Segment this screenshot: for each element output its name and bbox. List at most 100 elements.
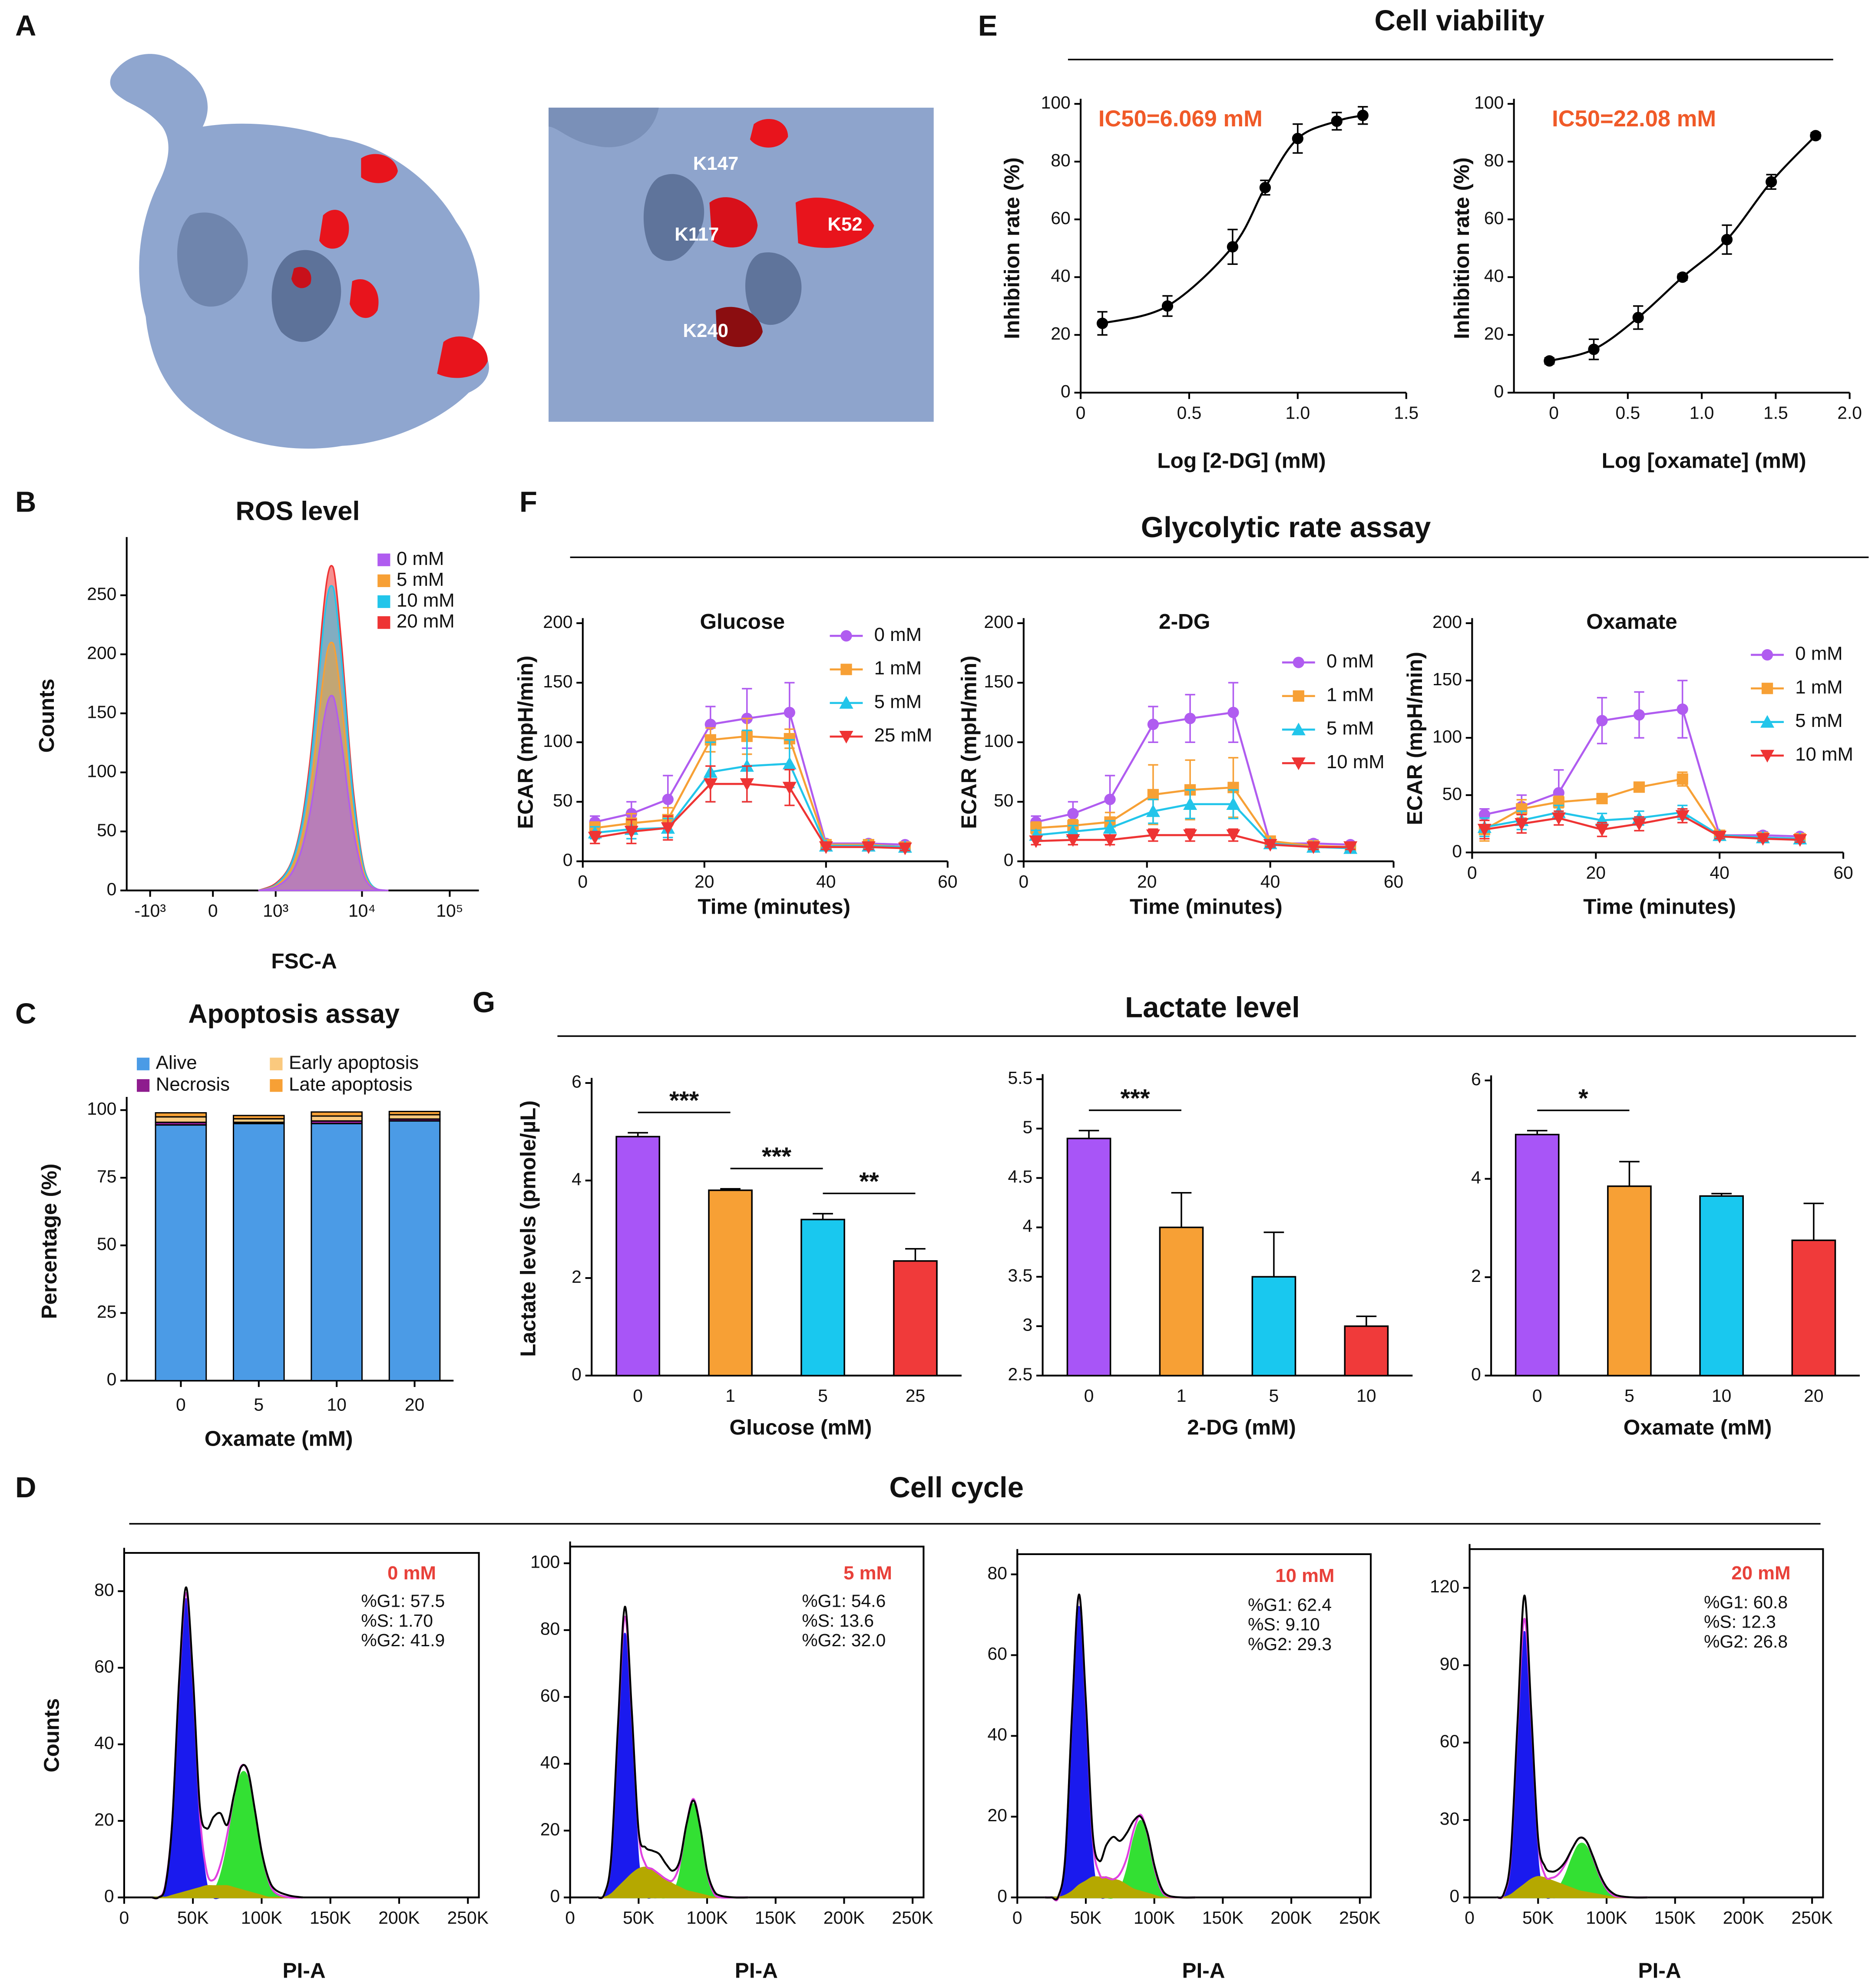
panel-label: C [15,997,36,1030]
data-line [597,1605,748,1899]
x-axis-label: 2-DG (mM) [1187,1415,1296,1439]
stat-label: %G2: 32.0 [802,1630,886,1650]
x-tick-label: 10³ [263,901,288,921]
error-bar [1711,1192,1732,1196]
legend-swatch [270,1079,283,1092]
stat-label: %S: 12.3 [1704,1612,1776,1632]
data-point [782,756,797,769]
data-point [1103,821,1117,834]
bar [893,1260,938,1377]
y-tick-label: 60 [1484,208,1504,228]
data-point [661,822,675,835]
bar-segment [155,1116,207,1123]
x-tick-label: 0 [1549,403,1559,423]
data-point [1588,343,1600,355]
x-tick-label: 20 [1586,862,1606,882]
y-tick-label: 0 [1450,1886,1460,1906]
y-tick-label: 0 [1452,841,1462,861]
data-point [1227,241,1239,253]
y-tick-label: 200 [1432,612,1462,632]
significance-label: ** [859,1167,879,1195]
y-tick-label: 100 [87,761,116,781]
y-tick-label: 150 [1432,669,1462,689]
legend-swatch [377,574,390,587]
data-point [1596,793,1608,805]
chart-title: Glucose [700,609,785,634]
surface-shade [549,107,659,148]
significance-label: *** [1120,1084,1150,1113]
data-point [703,778,718,791]
data-point [1184,713,1196,724]
data-point [1147,719,1159,730]
panel-label: F [519,486,537,518]
data-point [1263,839,1277,852]
bar-segment [388,1111,441,1116]
legend-label: 1 mM [874,657,922,679]
data-point [1066,824,1080,838]
y-tick-label: 100 [87,1099,116,1119]
y-axis-label: Lactate levels (pmole/µL) [516,1100,540,1357]
error-bar [1619,1161,1640,1186]
y-tick-label: 100 [1432,727,1462,746]
significance-label: * [1578,1084,1588,1113]
x-tick-label: 40 [1710,862,1729,882]
error-bar [1356,1315,1377,1326]
stat-label: %G1: 57.5 [361,1591,445,1611]
residue-patch [291,267,311,288]
y-tick-label: 80 [540,1619,560,1639]
annotation: IC50=6.069 mM [1098,106,1263,132]
residue-label: K52 [827,214,862,235]
x-tick-label: 20 [1804,1386,1823,1406]
data-line [151,1586,303,1899]
y-tick-label: 6 [1471,1069,1481,1089]
annotation: IC50=22.08 mM [1552,106,1716,132]
data-point [1677,703,1688,715]
error-bar [1263,1232,1284,1277]
x-tick-label: 60 [938,872,957,892]
panel-label: E [978,10,998,42]
x-axis-label: PI-A [1638,1958,1681,1983]
y-tick-label: 20 [1484,324,1504,343]
x-tick-label: 5 [818,1386,828,1406]
data-point [1633,781,1645,793]
error-bar [1803,1202,1824,1241]
x-axis-label: PI-A [735,1958,778,1983]
x-tick-label: 50K [623,1908,655,1928]
x-tick-label: 0 [565,1908,575,1928]
y-tick-label: 0 [1004,850,1014,870]
legend-marker [1291,757,1306,770]
x-axis-label: Time (minutes) [1583,894,1736,918]
data-point [1713,830,1727,844]
y-tick-label: 40 [988,1724,1007,1744]
y-tick-label: 80 [1484,150,1504,170]
legend-swatch [377,595,390,608]
condition-label: 0 mM [387,1562,436,1584]
x-axis-label: FSC-A [271,949,337,973]
data-point [782,782,797,795]
y-tick-label: 0 [104,1886,114,1906]
y-tick-label: 6 [572,1072,582,1092]
bar-segment [311,1123,363,1381]
legend-label: 1 mM [1795,677,1842,698]
data-point [662,793,674,806]
x-tick-label: 100K [1586,1908,1627,1928]
stat-label: %S: 1.70 [361,1611,433,1631]
y-tick-label: 4.5 [1008,1166,1032,1186]
data-point [1477,824,1491,837]
surface-shade [643,174,704,261]
x-tick-label: 250K [1339,1908,1380,1928]
data-point [740,778,754,791]
y-tick-label: 2.5 [1008,1364,1032,1384]
residue-patch [319,210,349,249]
y-tick-label: 50 [97,820,116,840]
residue-patch [795,198,874,248]
y-tick-label: 60 [988,1644,1007,1664]
x-tick-label: 1 [1177,1386,1187,1406]
x-axis-label: Time (minutes) [1130,894,1283,918]
y-tick-label: 0 [572,1364,582,1384]
legend-marker [839,696,853,709]
x-tick-label: 50K [1522,1908,1554,1928]
data-point [1183,797,1197,810]
x-tick-label: 50K [177,1908,209,1928]
